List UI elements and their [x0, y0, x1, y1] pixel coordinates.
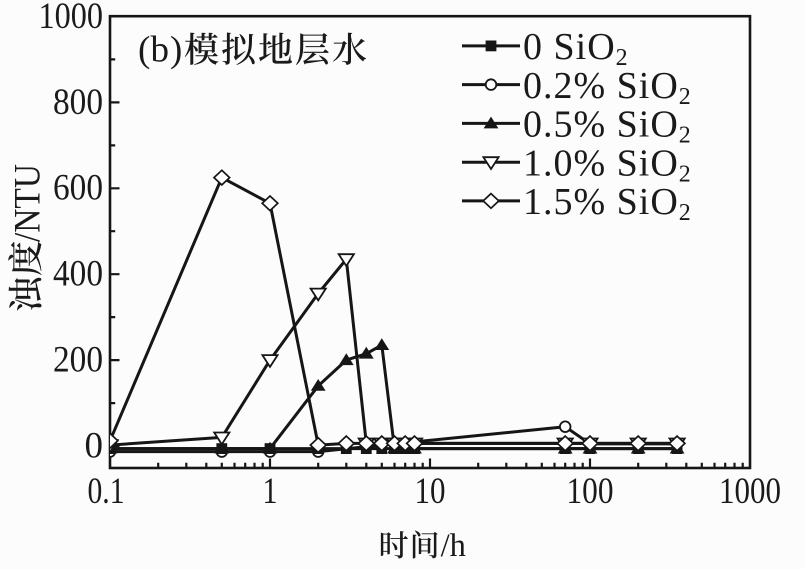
svg-text:1.0% SiO2: 1.0% SiO2 — [523, 142, 692, 187]
svg-text:1000: 1000 — [39, 0, 104, 37]
svg-text:200: 200 — [53, 340, 103, 381]
svg-text:0.2% SiO2: 0.2% SiO2 — [523, 65, 692, 110]
svg-text:/h: /h — [441, 528, 466, 564]
svg-text:0: 0 — [85, 425, 104, 466]
svg-text:0 SiO2: 0 SiO2 — [523, 26, 629, 71]
svg-text:1.5% SiO2: 1.5% SiO2 — [523, 181, 692, 226]
svg-text:(b): (b) — [138, 30, 182, 71]
svg-text:0.5% SiO2: 0.5% SiO2 — [523, 104, 692, 149]
svg-text:100: 100 — [567, 471, 614, 512]
svg-text:1: 1 — [263, 471, 278, 512]
svg-text:400: 400 — [53, 254, 103, 295]
svg-text:600: 600 — [53, 168, 103, 209]
svg-text:0.1: 0.1 — [88, 471, 125, 512]
svg-text:10: 10 — [415, 471, 446, 512]
svg-text:1000: 1000 — [719, 471, 781, 512]
svg-text:/NTU: /NTU — [8, 164, 49, 242]
svg-text:800: 800 — [53, 82, 103, 123]
